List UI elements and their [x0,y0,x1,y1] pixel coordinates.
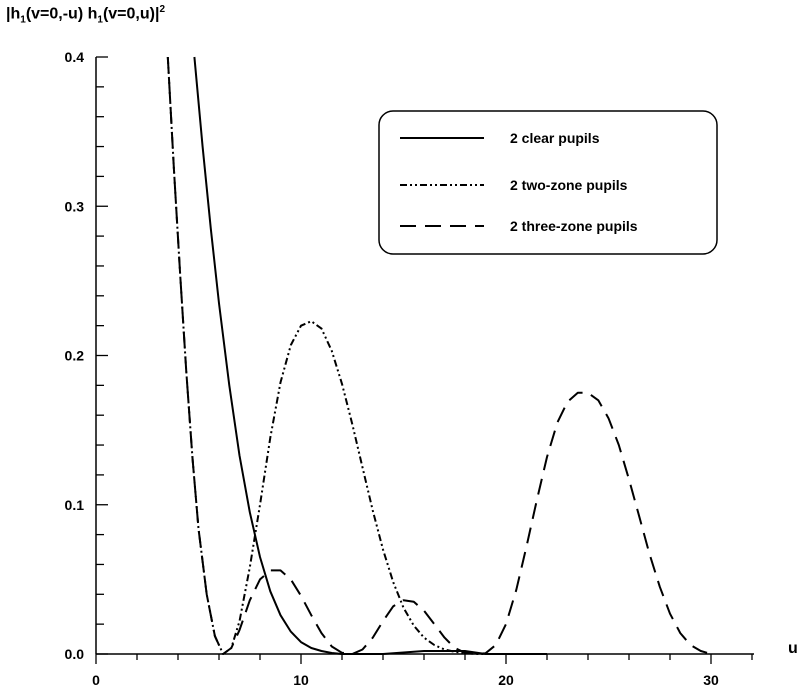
y-tick-label: 0.4 [65,49,85,65]
series-layer [166,56,712,655]
x-axis-title: u [788,640,798,657]
series-line-1 [193,56,547,655]
x-tick-label: 20 [498,672,514,688]
legend-label: 2 two-zone pupils [510,177,628,193]
axes: 0.0 0.1 0.2 0.3 0.4 0 10 20 30 [65,49,754,688]
x-tick-label: 0 [92,672,100,688]
series-line-2 [166,56,506,655]
y-tick-label: 0.2 [65,348,85,364]
y-tick-label: 0.0 [65,646,85,662]
legend-label: 2 three-zone pupils [510,218,638,234]
y-tick-label: 0.1 [65,497,85,513]
legend-box [378,110,718,255]
x-tick-label: 10 [293,672,309,688]
x-tick-label: 30 [703,672,719,688]
y-tick-label: 0.3 [65,198,85,214]
legend: 2 clear pupils 2 two-zone pupils 2 three-z… [378,110,718,255]
y-axis-title: |h1(v=0,-u) h1(v=0,u)|2 [6,4,165,26]
legend-label: 2 clear pupils [510,130,600,146]
